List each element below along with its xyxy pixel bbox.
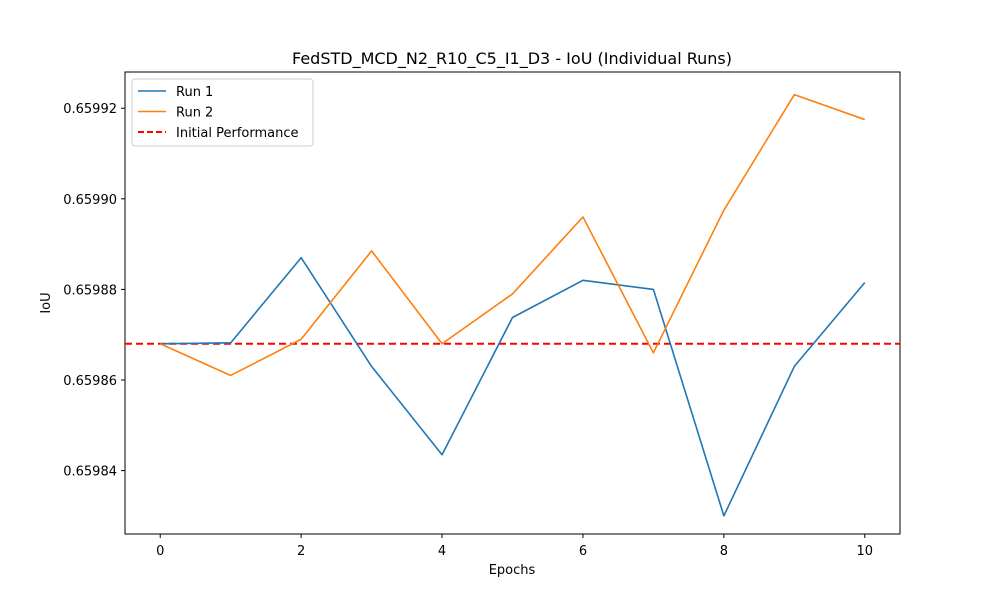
legend-label: Run 1 [176, 85, 213, 100]
legend: Run 1 Run 2 Initial Performance [131, 78, 314, 147]
x-tick-label: 10 [856, 544, 873, 559]
x-axis-label: Epochs [489, 563, 536, 578]
y-tick-label: 0.65986 [63, 374, 117, 389]
y-axis-ticks: 0.65984 0.65986 0.65988 0.65990 0.65992 [63, 102, 125, 480]
series-line-run-1 [160, 256, 866, 517]
x-axis-ticks: 0 2 4 6 8 10 [156, 534, 873, 559]
plot-area [124, 71, 901, 535]
legend-label: Run 2 [176, 106, 213, 121]
y-axis-label: IoU [39, 292, 54, 313]
x-tick-label: 6 [579, 544, 587, 559]
x-tick-label: 8 [720, 544, 728, 559]
y-tick-label: 0.65988 [63, 283, 117, 298]
y-tick-label: 0.65992 [63, 102, 117, 117]
series-lines [159, 93, 866, 517]
chart-title: FedSTD_MCD_N2_R10_C5_I1_D3 - IoU (Indivi… [292, 49, 732, 69]
x-tick-label: 2 [297, 544, 305, 559]
series-line-run-2 [159, 93, 866, 377]
x-tick-label: 4 [438, 544, 446, 559]
y-tick-label: 0.65984 [63, 465, 117, 480]
x-tick-label: 0 [156, 544, 164, 559]
legend-label: Initial Performance [176, 126, 298, 141]
y-tick-label: 0.65990 [63, 193, 117, 208]
legend-box [131, 78, 314, 147]
